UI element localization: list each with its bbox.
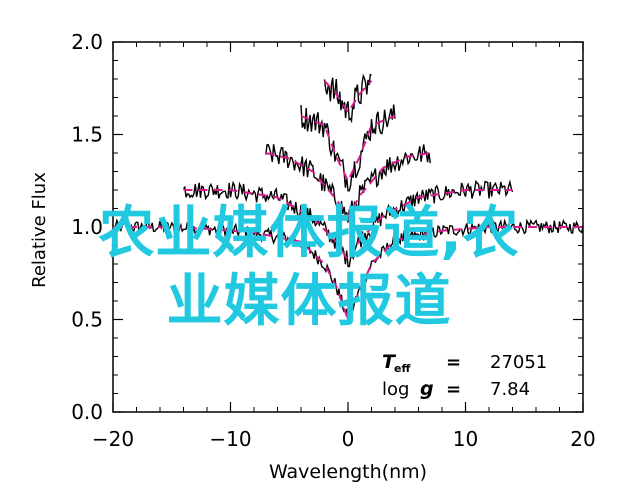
y-tick-labels: 0.0 0.5 1.0 1.5 2.0 [71, 30, 103, 424]
parameter-annotation: T eff = 27051 log g = 7.84 [382, 351, 547, 400]
y-axis-label: Relative Flux [29, 172, 50, 288]
teff-value: 27051 [490, 352, 547, 373]
observed-spectrum-line [112, 218, 584, 323]
logg-value: 7.84 [490, 379, 530, 400]
model-spectra [113, 80, 583, 323]
x-tick-label: −20 [92, 427, 134, 451]
axis-ticks [112, 41, 584, 413]
teff-subscript: eff [394, 362, 410, 375]
model-spectrum-line [113, 226, 583, 323]
x-tick-label: −10 [209, 427, 251, 451]
watermark-line-1: 农业媒体报道,农 [98, 201, 520, 266]
x-tick-labels: −20 −10 0 10 20 [92, 427, 596, 451]
teff-equals: = [446, 352, 461, 373]
model-spectrum-line [323, 80, 373, 115]
logg-g: g [420, 378, 434, 400]
y-tick-label: 1.0 [71, 215, 103, 239]
observed-spectrum-line [300, 104, 396, 192]
y-tick-label: 2.0 [71, 30, 103, 54]
observed-spectrum-line [265, 143, 431, 223]
model-spectrum-line [300, 115, 396, 184]
teff-label: T [382, 351, 397, 373]
x-tick-label: 20 [570, 427, 595, 451]
x-axis-label: Wavelength(nm) [269, 461, 427, 483]
observed-spectrum-line [323, 73, 372, 124]
x-tick-label: 0 [342, 427, 355, 451]
observed-spectra [112, 73, 584, 323]
watermark-line-2: 业媒体报道 [166, 269, 452, 334]
y-tick-label: 0.5 [71, 308, 103, 332]
logg-equals: = [446, 379, 461, 400]
y-tick-label: 1.5 [71, 123, 103, 147]
y-tick-label: 0.0 [71, 400, 103, 424]
observed-spectrum-line [182, 179, 514, 268]
model-spectrum-line [265, 152, 431, 220]
x-tick-label: 10 [453, 427, 478, 451]
logg-label: log [382, 379, 409, 400]
